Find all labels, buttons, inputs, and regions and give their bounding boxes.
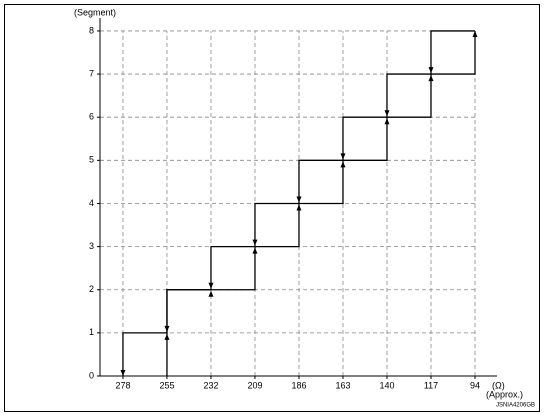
- y-tick-label: 7: [89, 68, 94, 78]
- y-tick-label: 6: [89, 112, 94, 122]
- arrowhead: [296, 196, 302, 203]
- y-tick-label: 1: [89, 327, 94, 337]
- arrowhead: [340, 161, 346, 168]
- arrowhead: [428, 75, 434, 82]
- arrowhead: [252, 247, 258, 254]
- x-tick-label: 163: [335, 380, 350, 390]
- arrowhead: [384, 110, 390, 117]
- frame: [4, 4, 540, 412]
- arrowhead: [384, 118, 390, 125]
- arrowhead: [208, 290, 214, 297]
- x-tick-label: 94: [470, 380, 480, 390]
- y-axis-label: (Segment): [74, 7, 116, 17]
- x-tick-label: 117: [424, 380, 438, 390]
- arrowhead: [252, 239, 258, 246]
- step-line: [166, 30, 476, 376]
- x-tick-label: 209: [247, 380, 262, 390]
- y-tick-label: 3: [89, 241, 94, 251]
- arrowhead: [296, 204, 302, 211]
- y-tick-label: 8: [89, 25, 94, 35]
- x-note: (Approx.): [486, 389, 523, 399]
- x-tick-label: 278: [115, 380, 130, 390]
- x-tick-label: 255: [159, 380, 174, 390]
- y-tick-label: 0: [89, 370, 94, 380]
- y-tick-label: 5: [89, 155, 94, 165]
- arrowhead: [164, 333, 170, 340]
- y-tick-label: 2: [89, 284, 94, 294]
- arrowhead: [340, 153, 346, 160]
- figure-code: JSNIA4206GB: [496, 403, 535, 409]
- arrowhead: [428, 67, 434, 74]
- arrowhead: [472, 30, 478, 37]
- x-tick-label: 232: [203, 380, 218, 390]
- y-tick-label: 4: [89, 198, 94, 208]
- x-tick-label: 186: [291, 380, 306, 390]
- arrowhead: [208, 282, 214, 289]
- x-tick-label: 140: [379, 380, 394, 390]
- x-unit: (Ω): [492, 380, 505, 390]
- arrowhead: [120, 370, 126, 376]
- arrowhead: [164, 325, 170, 332]
